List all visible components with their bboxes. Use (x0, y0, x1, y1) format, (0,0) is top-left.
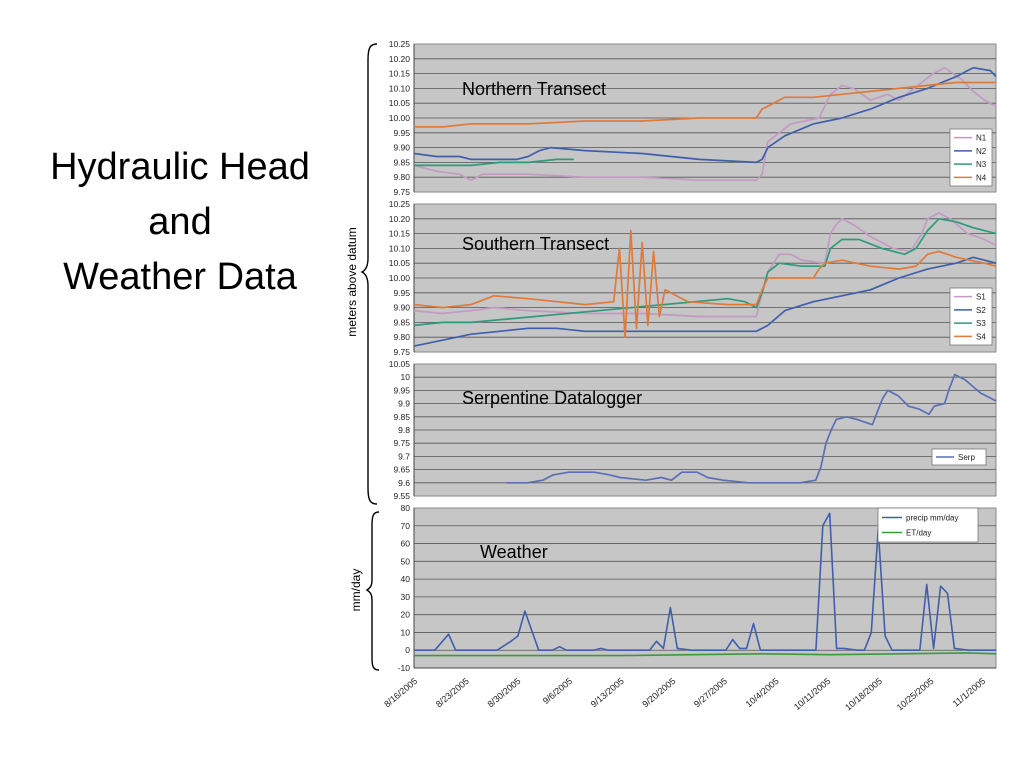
series-line-s4 (413, 229, 997, 339)
weather-ylabel: mm/day (349, 569, 363, 612)
y-tick-label: 10.00 (389, 273, 411, 283)
y-tick-label: 9.85 (393, 317, 410, 327)
panel-title: Serpentine Datalogger (462, 388, 642, 408)
legend-label-s2: S2 (976, 306, 986, 315)
series-line-serp (506, 373, 997, 484)
y-tick-label: 9.90 (393, 143, 410, 153)
y-tick-label: 80 (401, 503, 411, 513)
y-tick-label: 10.05 (389, 258, 411, 268)
y-tick-label: 9.9 (398, 399, 410, 409)
y-tick-label: 9.95 (393, 128, 410, 138)
head-brace (360, 43, 378, 505)
x-tick-label: 10/18/2005 (843, 676, 884, 713)
y-tick-label: 9.65 (393, 465, 410, 475)
y-tick-label: 10.25 (389, 199, 411, 209)
y-tick-label: 10.10 (389, 243, 411, 253)
x-tick-label: 9/27/2005 (692, 676, 729, 709)
legend-label-serp: Serp (958, 453, 975, 462)
slide-title-line-1: Hydraulic Head (50, 146, 310, 188)
x-tick-label: 10/25/2005 (895, 676, 936, 713)
series-line-s3 (413, 217, 997, 327)
x-tick-label: 10/11/2005 (792, 676, 832, 712)
x-tick-label: 8/30/2005 (485, 676, 522, 709)
legend-box (877, 507, 979, 543)
y-tick-label: 0 (405, 645, 410, 655)
legend-label-n2: N2 (976, 147, 987, 156)
y-tick-label: 10.20 (389, 214, 411, 224)
y-tick-label: 9.7 (398, 451, 410, 461)
legend-label-n1: N1 (976, 134, 987, 143)
x-tick-label: 9/6/2005 (541, 676, 574, 706)
series-line-n2 (413, 66, 997, 164)
series-line-n1 (413, 66, 997, 182)
weather-chart: 80 70 60 50 40 30 20 10 0 -10 Weather precip mm/day… (382, 503, 997, 713)
legend-box (931, 448, 987, 466)
y-tick-label: 9.95 (393, 385, 410, 395)
panel-title: Northern Transect (462, 79, 606, 99)
legend-label-s4: S4 (976, 332, 986, 341)
y-tick-label: 20 (401, 610, 411, 620)
slide-title-line-2: and (148, 201, 212, 243)
y-tick-label: 70 (401, 521, 411, 531)
y-tick-label: 10.00 (389, 113, 411, 123)
y-tick-label: 9.80 (393, 332, 410, 342)
legend-label-n3: N3 (976, 160, 987, 169)
x-tick-label: 8/23/2005 (434, 676, 471, 709)
serpentine-datalogger-chart: 10.05 10 9.95 9.9 9.85 9.8 9.75 9.7 9.65 9.6 9.55 S… (389, 359, 997, 501)
legend-label-precip-mm-day: precip mm/day (906, 514, 958, 523)
y-tick-label: 60 (401, 539, 411, 549)
x-tick-label: 8/16/2005 (382, 676, 419, 709)
weather-brace (365, 511, 380, 671)
x-tick-label: 10/4/2005 (744, 676, 781, 709)
southern-transect-chart: 10.25 10.20 10.15 10.10 10.05 10.00 9.95 9.90 9.… (389, 199, 997, 357)
y-tick-label: 9.75 (393, 187, 410, 197)
legend-box (949, 287, 993, 346)
panel-title: Southern Transect (462, 234, 609, 254)
y-tick-label: -10 (398, 663, 411, 673)
y-tick-label: 10.05 (389, 359, 411, 369)
legend-label-s3: S3 (976, 319, 986, 328)
y-tick-label: 9.80 (393, 172, 410, 182)
y-tick-label: 9.55 (393, 491, 410, 501)
y-tick-label: 9.75 (393, 438, 410, 448)
series-line-n4 (414, 81, 996, 128)
series-line-n3 (414, 158, 574, 167)
panel-title: Weather (480, 542, 548, 562)
y-tick-label: 9.90 (393, 303, 410, 313)
y-tick-label: 10.15 (389, 69, 411, 79)
y-tick-label: 9.8 (398, 425, 410, 435)
x-tick-label: 11/1/2005 (951, 676, 988, 709)
slide-title: Hydraulic Head and Weather Data (10, 140, 350, 305)
y-tick-label: 30 (401, 592, 411, 602)
series-line-precip-mm-day (414, 512, 996, 652)
series-line-s2 (413, 256, 997, 347)
y-tick-label: 9.95 (393, 288, 410, 298)
y-tick-label: 10.05 (389, 98, 411, 108)
y-tick-label: 9.85 (393, 412, 410, 422)
y-tick-label: 50 (401, 556, 411, 566)
y-tick-label: 40 (401, 574, 411, 584)
head-ylabel: meters above datum (345, 227, 359, 336)
y-tick-label: 10.20 (389, 54, 411, 64)
y-tick-label: 10 (401, 372, 411, 382)
y-tick-label: 10.10 (389, 83, 411, 93)
y-tick-label: 9.6 (398, 478, 410, 488)
y-tick-label: 9.85 (393, 157, 410, 167)
legend-box (949, 128, 993, 187)
legend-label-n4: N4 (976, 173, 987, 182)
northern-transect-chart: 10.25 10.20 10.15 10.10 10.05 10.00 9.95 9.90 9.… (389, 39, 997, 197)
y-tick-label: 10 (401, 627, 411, 637)
y-tick-label: 10.25 (389, 39, 411, 49)
legend-label-et-day: ET/day (906, 529, 931, 538)
series-line-et-day (414, 652, 997, 657)
slide-title-line-3: Weather Data (63, 256, 297, 298)
x-tick-label: 9/20/2005 (640, 676, 677, 709)
y-tick-label: 10.15 (389, 229, 411, 239)
y-tick-label: 9.75 (393, 347, 410, 357)
x-tick-label: 9/13/2005 (589, 676, 626, 709)
legend-label-s1: S1 (976, 293, 986, 302)
